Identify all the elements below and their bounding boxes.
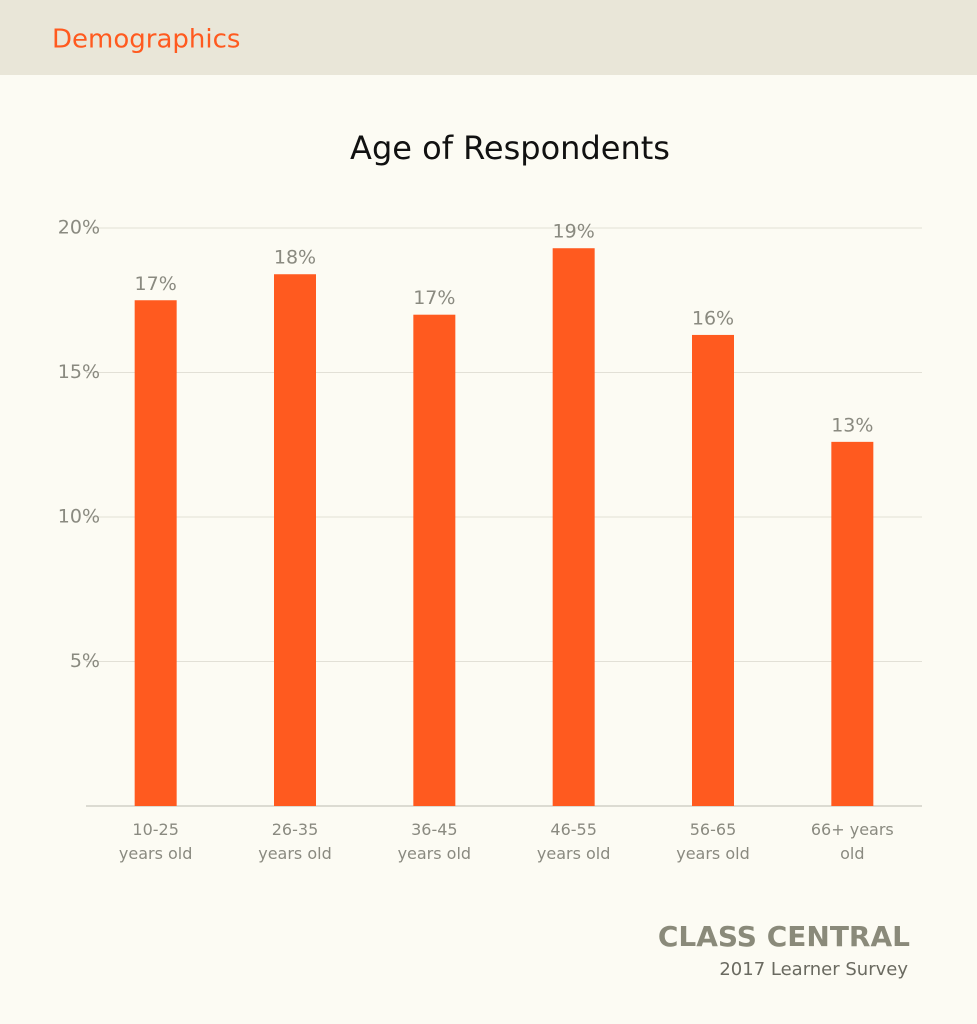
x-tick-label: 56-65 years old bbox=[676, 820, 750, 863]
brand: CLASS CENTRAL bbox=[658, 920, 910, 953]
bar bbox=[274, 274, 316, 806]
x-tick-label: 66+ years old bbox=[810, 820, 894, 863]
value-label: 16% bbox=[692, 307, 734, 329]
value-label: 17% bbox=[413, 287, 455, 309]
x-tick-label: 46-55 years old bbox=[536, 820, 611, 863]
header-title: Demographics bbox=[52, 25, 240, 55]
bar bbox=[831, 441, 874, 806]
y-tick-label: 5% bbox=[70, 650, 100, 672]
y-tick-label: 15% bbox=[58, 361, 100, 383]
bar bbox=[134, 300, 177, 806]
value-label: 19% bbox=[553, 221, 595, 243]
y-tick-label: 20% bbox=[58, 217, 100, 239]
bar bbox=[552, 248, 595, 807]
y-tick-label: 10% bbox=[58, 506, 100, 528]
x-tick-label: 10-25 years old bbox=[118, 820, 193, 863]
bar bbox=[692, 334, 734, 806]
value-label: 17% bbox=[135, 273, 177, 295]
chart-title: Age of Respondents bbox=[350, 129, 670, 167]
x-tick-label: 26-35 years old bbox=[258, 820, 332, 863]
value-label: 18% bbox=[274, 247, 316, 269]
x-tick-label: 36-45 years old bbox=[397, 820, 472, 863]
bar bbox=[413, 314, 456, 806]
value-label: 13% bbox=[831, 414, 873, 436]
footer-subtitle: 2017 Learner Survey bbox=[719, 959, 908, 980]
header-band bbox=[0, 0, 977, 75]
